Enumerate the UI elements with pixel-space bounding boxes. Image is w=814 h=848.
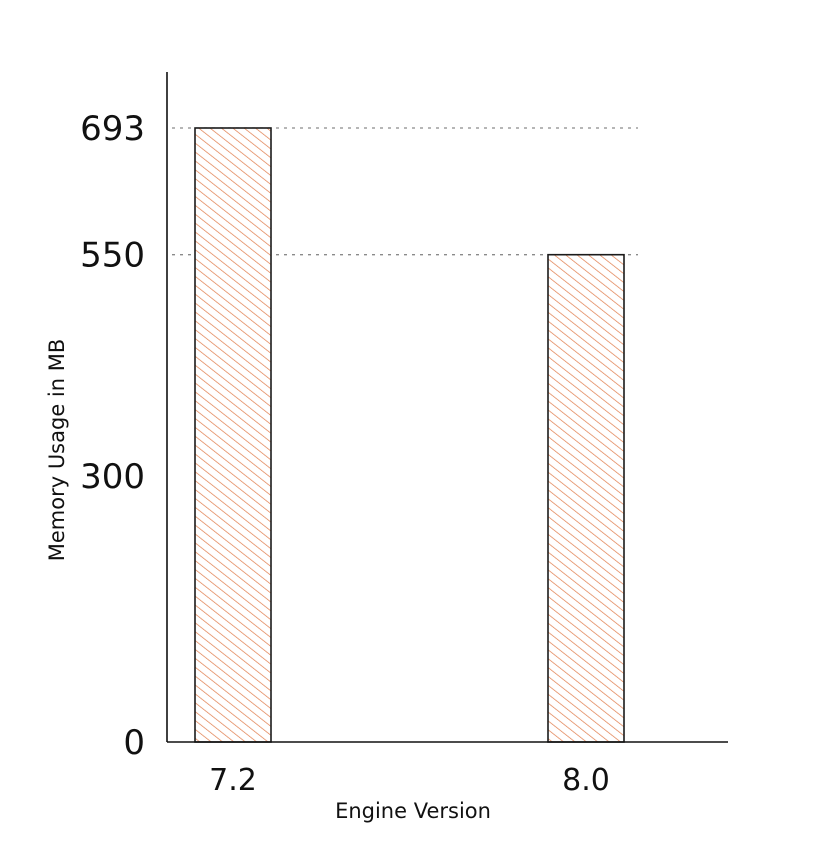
bars <box>194 127 625 743</box>
axes <box>166 72 728 743</box>
y-tick-label: 693 <box>80 109 145 149</box>
x-axis-title: Engine Version <box>335 799 491 823</box>
y-tick-label: 0 <box>123 723 145 763</box>
bar <box>547 253 625 743</box>
reference-lines <box>172 127 638 256</box>
x-tick-label: 8.0 <box>562 763 610 798</box>
x-tick-labels: 7.2 8.0 <box>209 763 610 798</box>
y-tick-label: 550 <box>80 236 145 276</box>
y-tick-labels: 0 300 550 693 <box>80 109 145 763</box>
y-tick-label: 300 <box>80 457 145 497</box>
y-axis-title: Memory Usage in MB <box>45 339 69 562</box>
bar <box>194 127 272 743</box>
x-tick-label: 7.2 <box>209 763 257 798</box>
